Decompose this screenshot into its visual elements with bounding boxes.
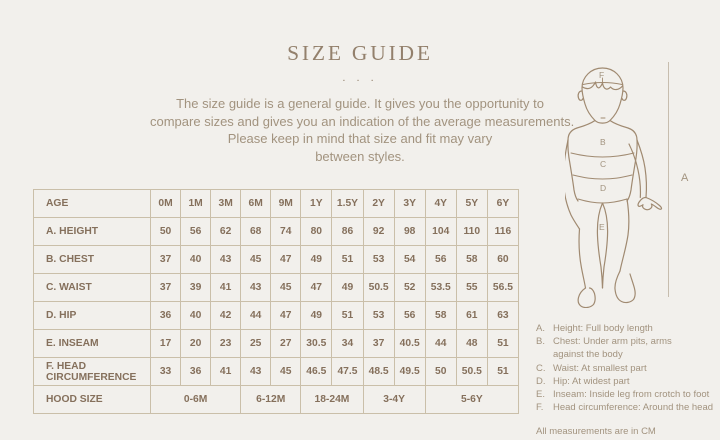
svg-text:B: B [600, 137, 606, 147]
svg-text:D: D [600, 183, 606, 193]
svg-text:F: F [599, 70, 604, 80]
svg-text:C: C [600, 159, 606, 169]
svg-text:E: E [599, 222, 605, 232]
